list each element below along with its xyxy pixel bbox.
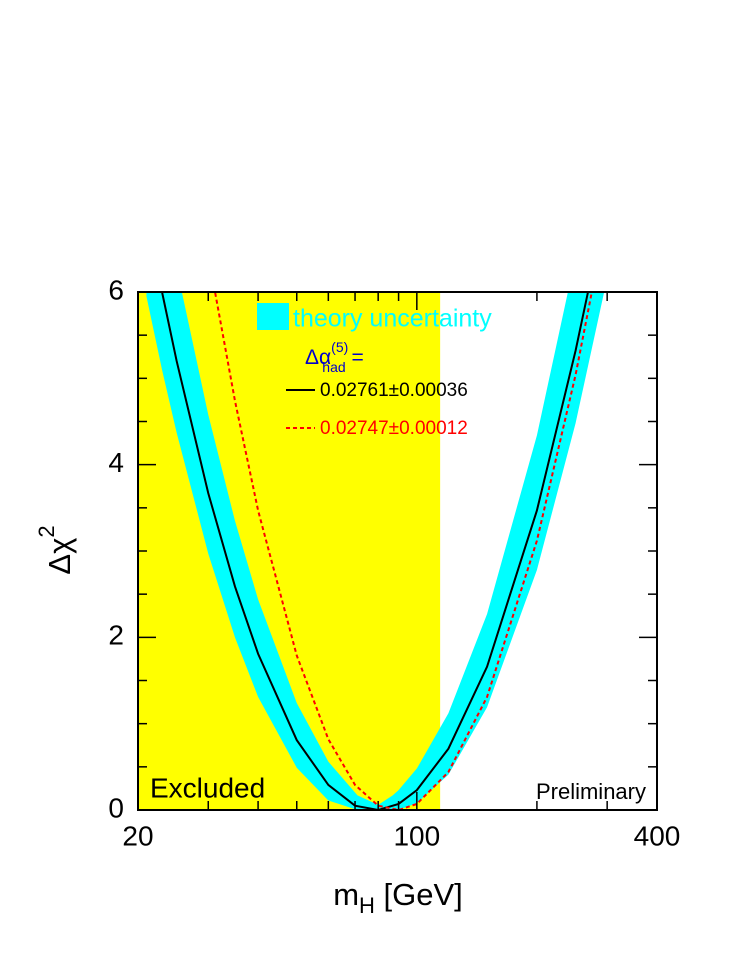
y-label-sup: 2	[34, 525, 59, 537]
x-tick-label: 100	[393, 820, 440, 851]
curve	[214, 292, 593, 810]
legend-header-sub: had	[322, 359, 345, 375]
y-tick-label: 6	[108, 274, 124, 305]
x-tick-label: 400	[634, 820, 681, 851]
y-tick-label: 4	[108, 447, 124, 478]
x-label-rest: [GeV]	[375, 877, 463, 912]
legend-header: Δα(5) had =	[305, 339, 364, 375]
y-axis-label: Δχ2	[34, 525, 77, 574]
y-label-main: Δχ	[42, 538, 77, 575]
legend-label: 0.02761±0.00036	[320, 380, 468, 401]
x-label-main: m	[333, 877, 359, 912]
plot-area	[138, 292, 605, 810]
curve	[161, 292, 590, 810]
legend-header-main: Δα	[305, 346, 331, 369]
legend-header-rest: =	[346, 346, 364, 369]
y-tick-label: 0	[108, 792, 124, 823]
legend-label: theory uncertainty	[293, 305, 492, 333]
uncertainty-band	[146, 292, 605, 810]
legend-label: 0.02747±0.00012	[320, 418, 468, 439]
excluded-label: Excluded	[150, 772, 265, 803]
legend-swatch	[257, 303, 289, 330]
x-label-sub: H	[359, 893, 375, 918]
annotation: Preliminary	[536, 779, 646, 804]
legend-header-sup: (5)	[331, 339, 348, 355]
y-tick-label: 2	[108, 620, 124, 651]
x-axis-label: mH [GeV]	[333, 877, 463, 918]
x-tick-label: 20	[122, 820, 153, 851]
